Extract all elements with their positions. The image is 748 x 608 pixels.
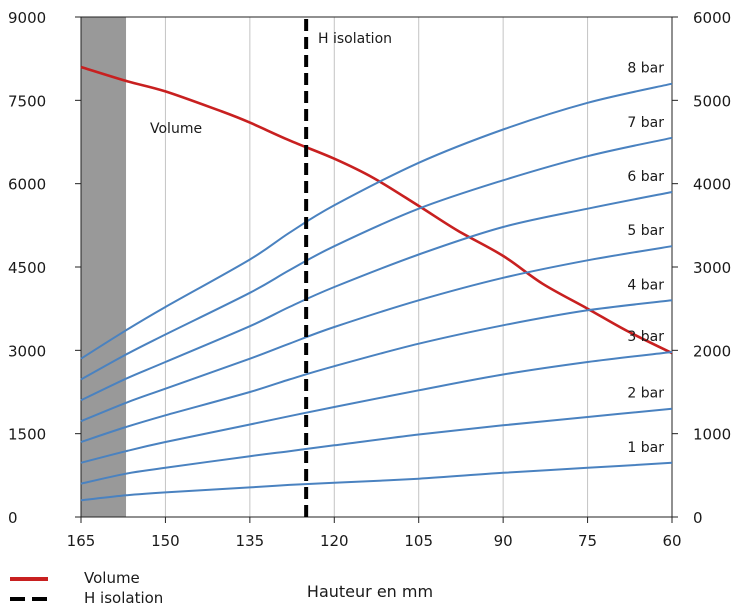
x-tick-label: 75 bbox=[578, 532, 597, 550]
y-right-tick-label: 2000 bbox=[693, 342, 731, 360]
legend-item-volume: Volume bbox=[6, 568, 226, 588]
y-right-tick-label: 5000 bbox=[693, 92, 731, 110]
y-left-tick-label: 3000 bbox=[8, 342, 46, 360]
x-axis-label: Hauteur en mm bbox=[306, 582, 434, 601]
series-label-5-bar: 5 bar bbox=[627, 223, 664, 239]
x-tick-label: 90 bbox=[494, 532, 513, 550]
legend-swatch-isolation bbox=[10, 597, 48, 601]
series-line-4-bar bbox=[80, 299, 673, 443]
y-right-tick-label: 6000 bbox=[693, 9, 731, 27]
series-line-1-bar bbox=[80, 461, 673, 502]
series-group bbox=[80, 65, 673, 502]
series-line-5-bar bbox=[80, 245, 673, 423]
y-left-tick-label: 7500 bbox=[8, 92, 46, 110]
series-label-3-bar: 3 bar bbox=[627, 329, 664, 345]
shaded-region bbox=[81, 17, 127, 517]
series-line-volume bbox=[80, 65, 673, 355]
x-tick-label: 120 bbox=[320, 532, 349, 550]
x-tick-label: 150 bbox=[151, 532, 180, 550]
isolation-annotation: H isolation bbox=[318, 31, 392, 47]
series-label-1-bar: 1 bar bbox=[627, 440, 664, 456]
y-left-tick-label: 9000 bbox=[8, 9, 46, 27]
series-label-7-bar: 7 bar bbox=[627, 115, 664, 131]
volume-annotation: Volume bbox=[150, 121, 202, 137]
y-left-tick-label: 1500 bbox=[8, 426, 46, 444]
x-tick-label: 105 bbox=[404, 532, 433, 550]
tick-labels: 165 150 135 120 105 90 75 60 0 1500 3000 4500 6000 75… bbox=[8, 9, 731, 550]
legend-label-volume: Volume bbox=[84, 569, 140, 587]
series-label-4-bar: 4 bar bbox=[627, 277, 664, 293]
grid bbox=[164, 17, 589, 517]
series-labels: 1 bar 2 bar 3 bar 4 bar 5 bar 6 bar 7 bar 8 bar bbox=[627, 61, 664, 456]
series-line-2-bar bbox=[80, 407, 673, 485]
legend-label-isolation: H isolation bbox=[84, 589, 164, 607]
series-line-3-bar bbox=[80, 351, 673, 464]
y-right-tick-label: 4000 bbox=[693, 176, 731, 194]
x-tick-label: 165 bbox=[67, 532, 96, 550]
y-right-tick-label: 1000 bbox=[693, 426, 731, 444]
legend: Volume H isolation bbox=[6, 568, 226, 608]
series-label-8-bar: 8 bar bbox=[627, 61, 664, 77]
y-left-tick-label: 0 bbox=[8, 509, 18, 527]
shaded-zone bbox=[81, 17, 127, 517]
series-label-6-bar: 6 bar bbox=[627, 169, 664, 185]
series-line-7-bar bbox=[80, 136, 673, 381]
y-right-tick-label: 0 bbox=[693, 509, 703, 527]
y-right-tick-label: 3000 bbox=[693, 259, 731, 277]
y-left-tick-label: 4500 bbox=[8, 259, 46, 277]
legend-swatch-volume bbox=[10, 577, 48, 581]
legend-item-isolation: H isolation bbox=[6, 588, 226, 608]
y-left-tick-label: 6000 bbox=[8, 176, 46, 194]
series-label-2-bar: 2 bar bbox=[627, 386, 664, 402]
x-tick-label: 60 bbox=[662, 532, 681, 550]
x-tick-label: 135 bbox=[236, 532, 265, 550]
series-line-8-bar bbox=[80, 82, 673, 360]
series-line-6-bar bbox=[80, 191, 673, 402]
